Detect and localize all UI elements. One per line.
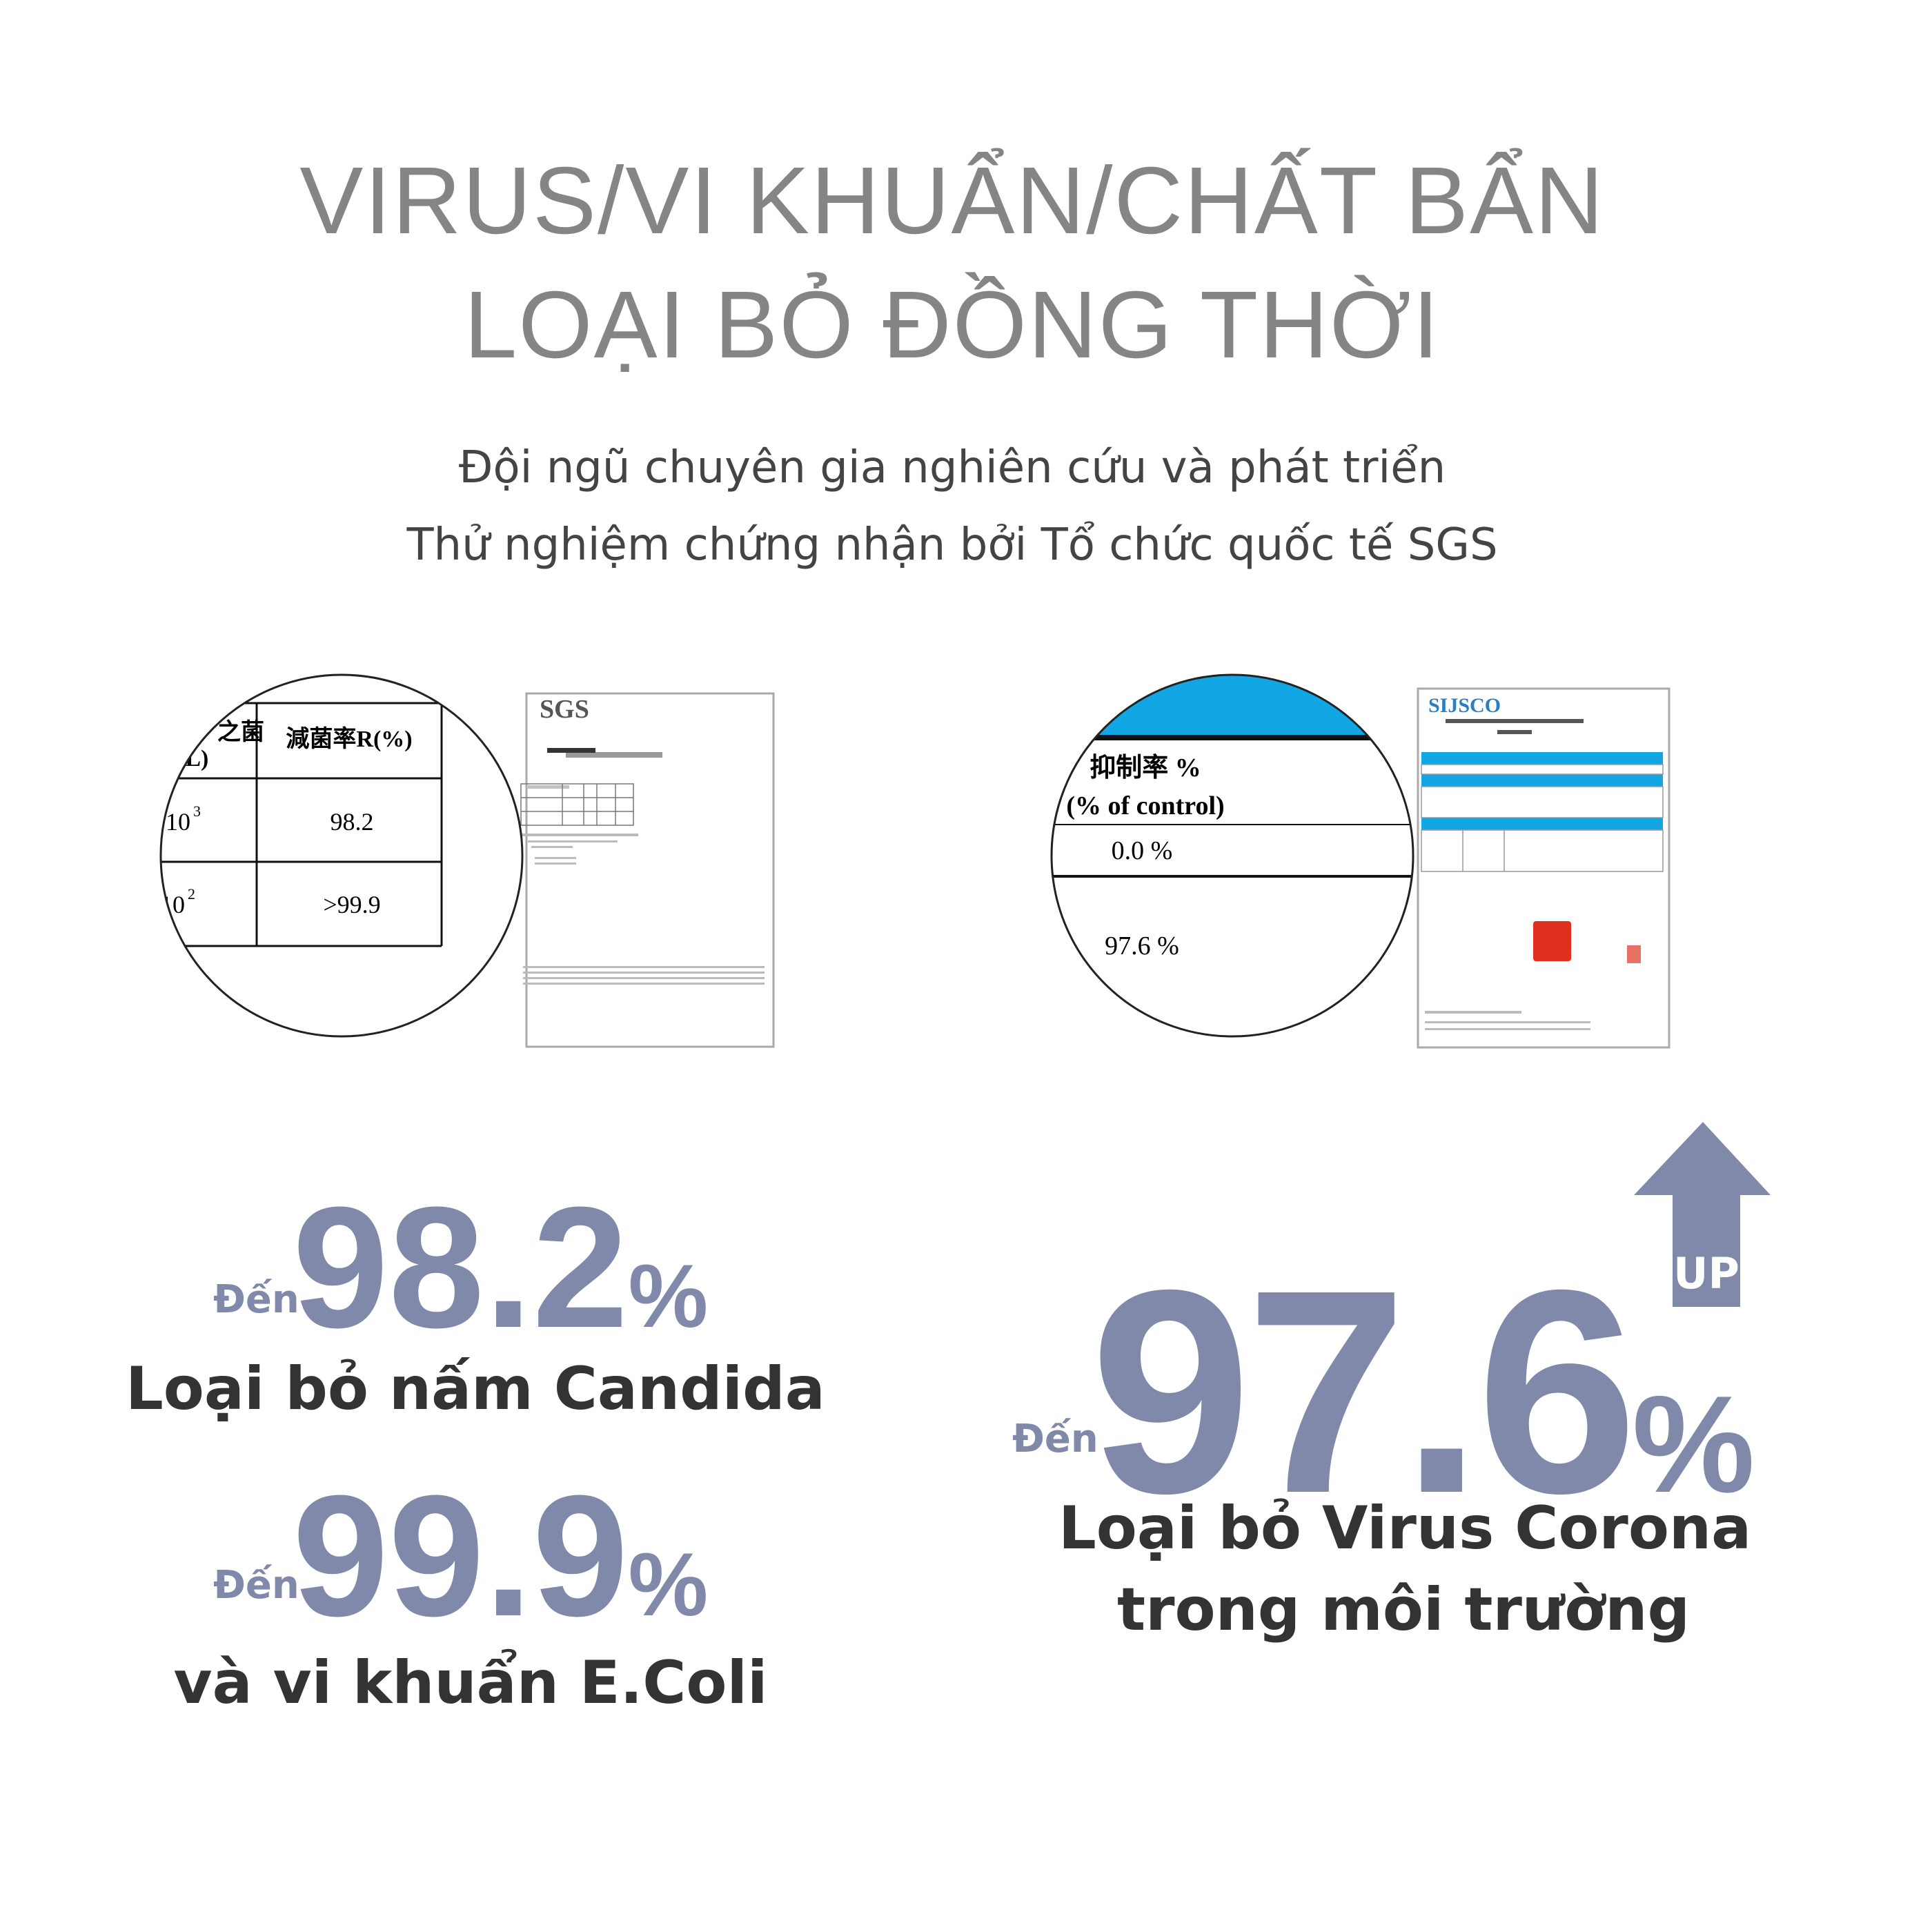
svg-text:3: 3 — [193, 802, 201, 820]
subtitle-line-1: Đội ngũ chuyên gia nghiên cứu và phát tr… — [458, 442, 1446, 493]
document-text-lines — [528, 752, 662, 789]
ecoli-percentage: 99.9% — [293, 1459, 709, 1652]
corona-percentage: 97.6% — [1090, 1230, 1755, 1554]
sgs-logo: SGS — [540, 695, 589, 724]
magnifier-value-98-2: 98.2 — [331, 808, 374, 836]
title-line-1: VIRUS/VI KHUẨN/CHẤT BẨN — [299, 148, 1605, 254]
red-seal — [1533, 921, 1571, 961]
candida-caption: Loại bỏ nấm Candida — [126, 1354, 825, 1423]
svg-text:之菌: 之菌 — [217, 719, 264, 745]
document-result-table — [520, 783, 634, 826]
left-magnifier: 之菌 mL) 減菌率R(%) 10 3 98.2 10 2 >99.9 — [160, 675, 522, 1036]
sgs-document — [525, 692, 775, 1048]
corona-caption-line-1: Loại bỏ Virus Corona — [1058, 1494, 1752, 1563]
up-arrow-icon — [1634, 1122, 1771, 1307]
document-blue-bands — [1421, 752, 1663, 830]
title-line-2: LOẠI BỎ ĐỒNG THỜI — [464, 272, 1441, 378]
magnifier-value-97-6: 97.6 % — [1105, 931, 1179, 960]
sijsco-document — [1417, 687, 1670, 1049]
corona-prefix: Đến — [1012, 1417, 1098, 1461]
barcode — [547, 748, 595, 753]
svg-text:減菌率R(%): 減菌率R(%) — [286, 726, 412, 752]
svg-text:2: 2 — [188, 885, 195, 903]
candida-prefix: Đến — [213, 1277, 299, 1322]
magnifier-value-99-9: >99.9 — [323, 891, 380, 918]
right-magnifier: 抑制率 % (% of control) 0.0 % 97.6 % — [1052, 675, 1413, 1036]
sgs-certificate-illustration: SGS — [159, 673, 775, 1048]
corona-caption-line-2: trong môi trường — [1116, 1575, 1690, 1644]
sijsco-logo: SIJSCO — [1428, 694, 1501, 717]
ecoli-caption: và vi khuẩn E.Coli — [173, 1648, 768, 1717]
subtitle-line-2: Thử nghiệm chứng nhận bởi Tổ chức quốc t… — [406, 520, 1498, 571]
svg-text:抑制率 %: 抑制率 % — [1090, 753, 1201, 782]
svg-text:10: 10 — [160, 891, 185, 918]
up-badge: UP — [1673, 1248, 1739, 1299]
sijsco-certificate-illustration: SIJSCO 抑制率 % (% of control) 0.0 % 97.6 % — [1050, 673, 1670, 1049]
ecoli-prefix: Đến — [213, 1563, 299, 1608]
svg-text:(% of control): (% of control) — [1066, 791, 1224, 820]
candida-percentage: 98.2% — [293, 1171, 709, 1363]
svg-text:0.0 %: 0.0 % — [1112, 836, 1173, 865]
svg-text:10: 10 — [166, 808, 190, 836]
svg-text:mL): mL) — [166, 746, 208, 771]
